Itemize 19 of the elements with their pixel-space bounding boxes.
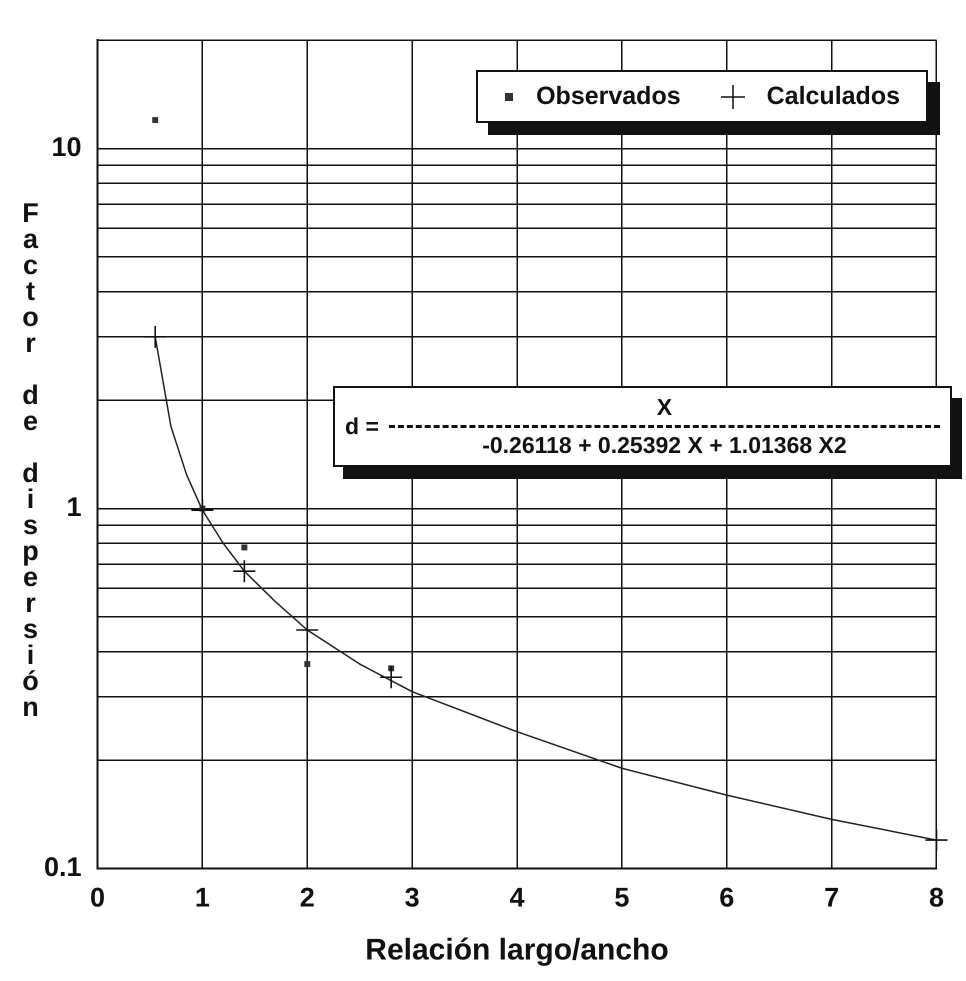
annotation: -0.26118 + 0.25392 X + 1.01368 X2: [482, 431, 847, 459]
x-axis-title: Relación largo/ancho: [365, 933, 669, 966]
annotation: X: [388, 394, 940, 428]
legend-label: Calculados: [766, 82, 900, 111]
x-tick-label: 8: [928, 882, 944, 912]
x-tick-label: 5: [614, 882, 630, 912]
x-tick-label: 4: [509, 882, 525, 912]
y-tick-label: 10: [51, 132, 82, 162]
y-tick-label: 0.1: [44, 852, 82, 882]
x-tick-label: 1: [194, 882, 210, 912]
annotation: d =: [345, 413, 379, 440]
x-tick-label: 6: [719, 882, 734, 912]
x-tick-label: 3: [404, 882, 420, 912]
x-tick-label: 7: [824, 882, 840, 912]
y-tick-label: 1: [66, 492, 82, 522]
y-axis-title: Factor de dispersión: [14, 198, 46, 718]
x-tick-label: 0: [90, 882, 106, 912]
legend-label: Observados: [536, 82, 681, 111]
x-tick-label: 2: [300, 882, 315, 912]
